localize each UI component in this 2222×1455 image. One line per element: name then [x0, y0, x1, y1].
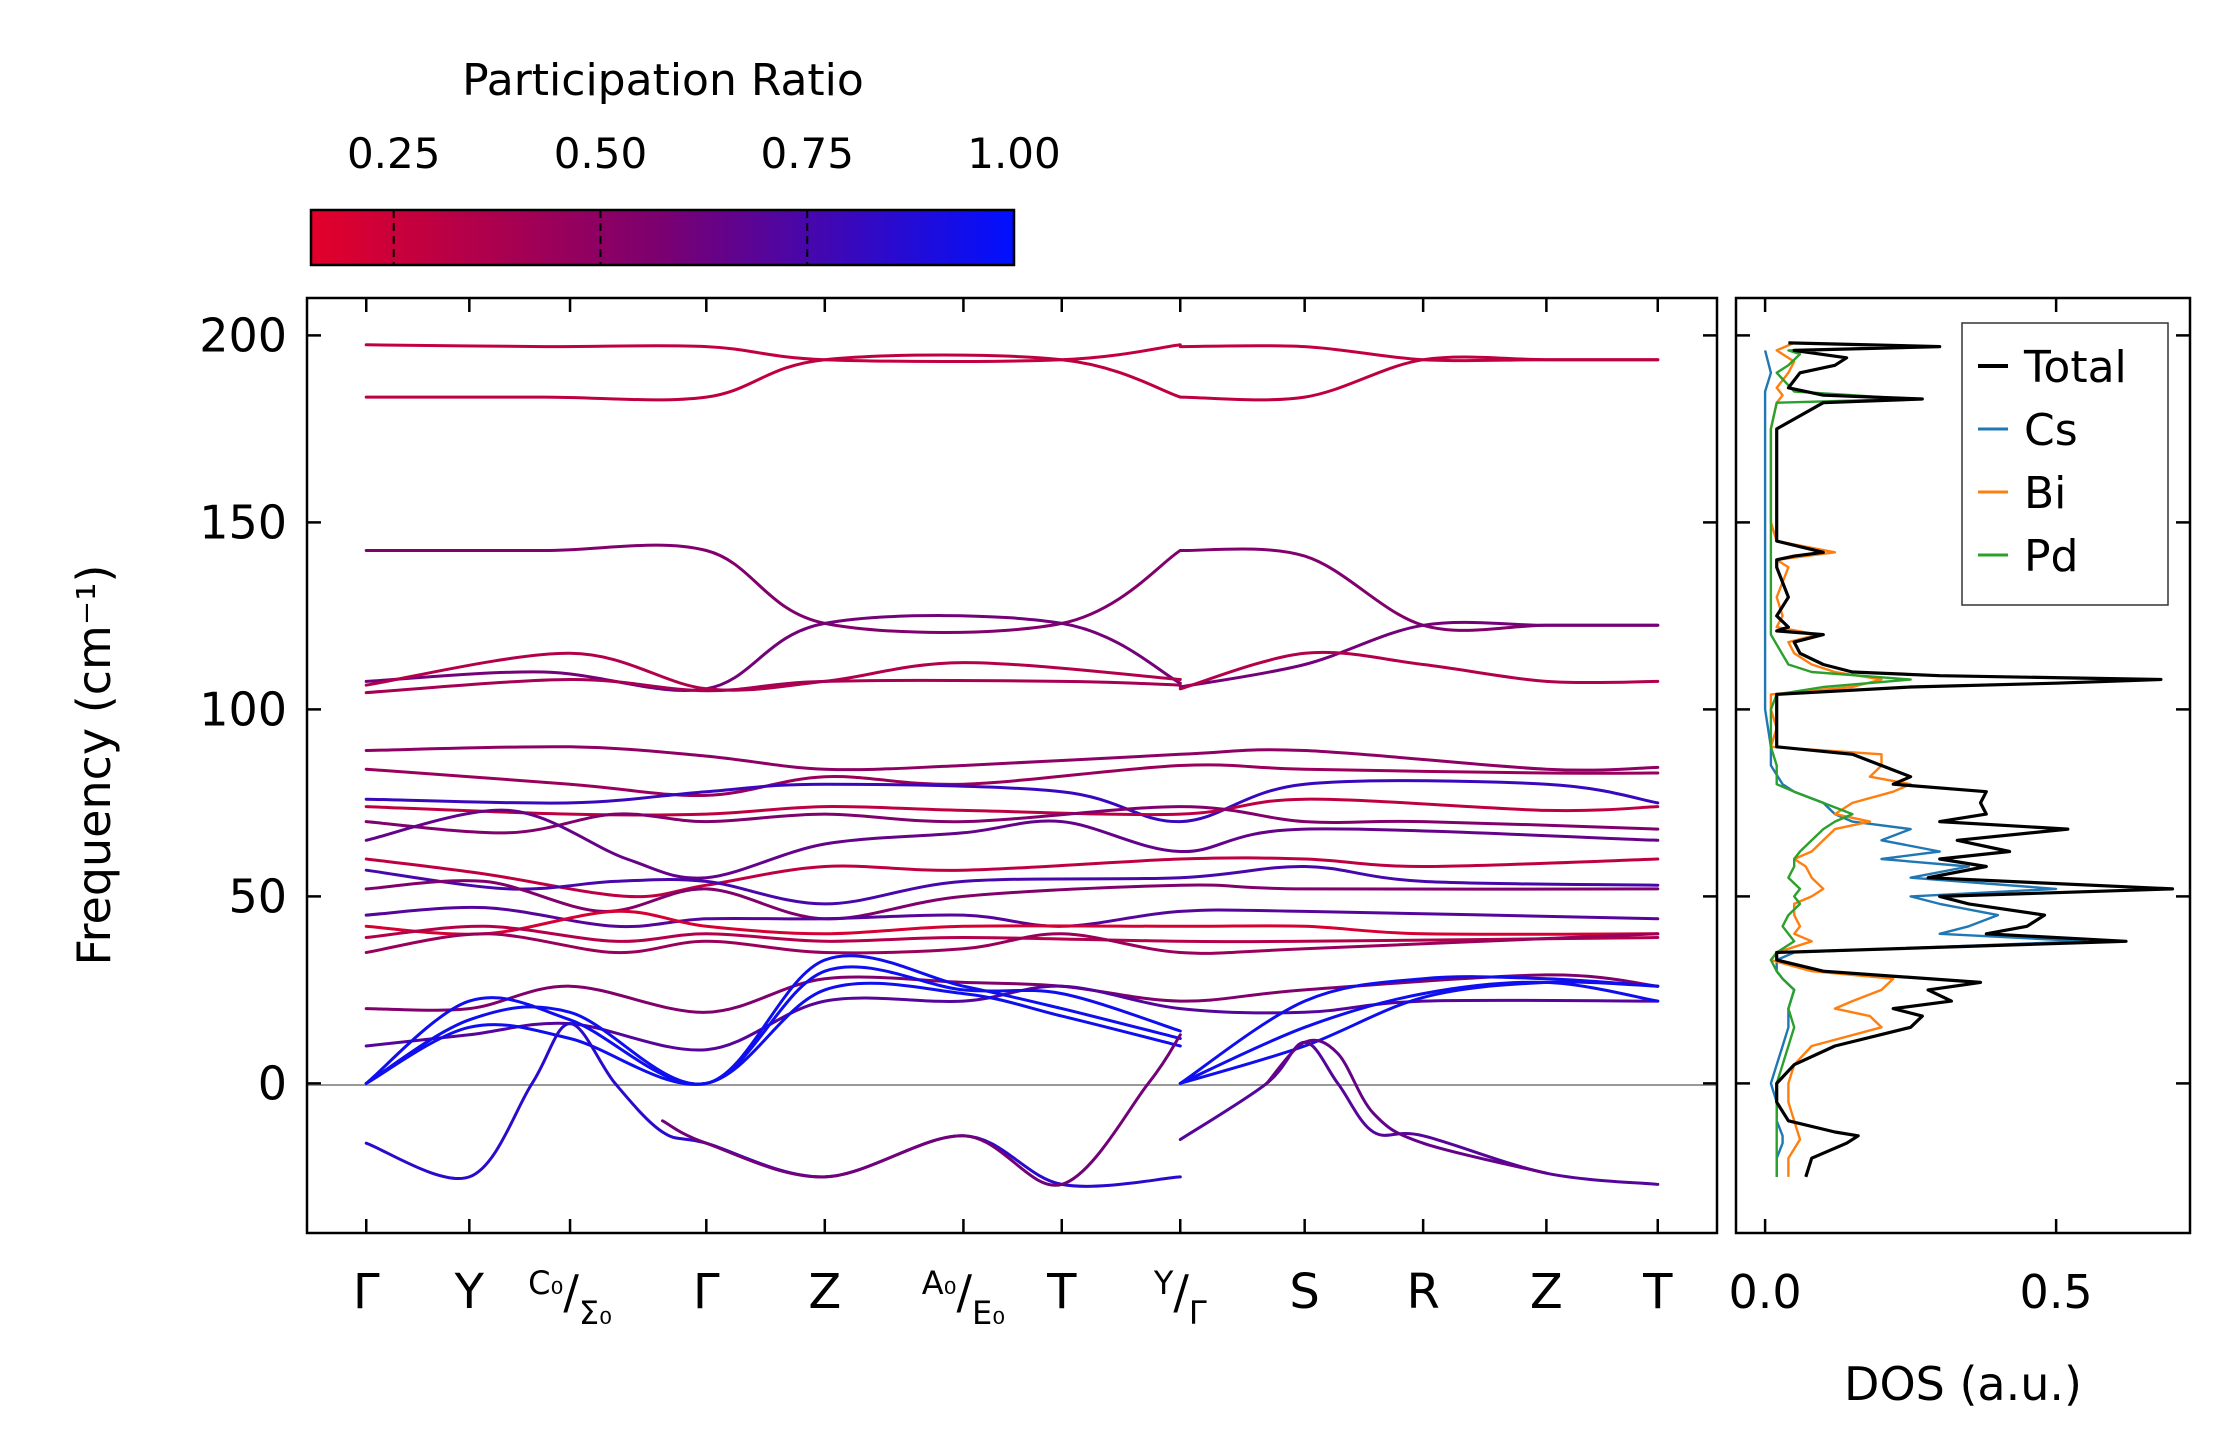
- band-acoustic-2: [364, 954, 1182, 1086]
- dos-lines: [1763, 341, 2175, 1178]
- dos-series-cs: [1763, 350, 2087, 1177]
- legend-label-total: Total: [2023, 342, 2127, 393]
- band-opt-66: [364, 808, 1660, 880]
- band-opt-42: [364, 909, 1660, 936]
- band-mid-optical-2b: [1178, 620, 1660, 689]
- kpoint-label-10: Z: [1530, 1264, 1563, 1320]
- band-ytick-label-200: 200: [199, 308, 287, 362]
- band-high-optical-2: [364, 353, 1182, 402]
- band-mid-optical-1: [364, 543, 1182, 634]
- band-y-ticks: 0 50 100 150 200: [199, 308, 1717, 1110]
- dos-legend: Total Cs Bi Pd: [1961, 322, 2169, 606]
- band-low-opt-27: [364, 973, 1660, 1014]
- colorbar-gradient: [309, 208, 1016, 267]
- dos-ticks: 0.0 0.5: [1729, 298, 2190, 1319]
- band-high-optical-2b: [1178, 355, 1660, 402]
- dos-panel: 0.0 0.5 DOS (a.u.) Total Cs Bi Pd: [1729, 296, 2192, 1411]
- band-band-108-2: [364, 677, 1182, 695]
- band-acoustic-3b: [1178, 980, 1660, 1085]
- kpoint-label-7: Y/Γ: [1153, 1264, 1207, 1332]
- band-structure-panel: 0 50 100 150 200 Γ Y C₀/Σ₀ Γ Z A₀/E₀ T Y/Γ S R Z T Freq…: [67, 296, 1719, 1332]
- band-ytick-label-100: 100: [199, 682, 287, 736]
- band-opt-60: [364, 856, 1660, 899]
- kpoint-label-8: S: [1289, 1264, 1319, 1320]
- band-lines: [364, 343, 1660, 1188]
- kpoint-label-4: Z: [808, 1264, 841, 1320]
- band-mid-optical-2: [364, 614, 1182, 692]
- colorbar-label: Participation Ratio: [462, 55, 864, 106]
- colorbar-tick-label-1: 0.50: [554, 129, 648, 178]
- band-opt-35: [364, 932, 1660, 955]
- band-opt-89: [364, 745, 1660, 772]
- kpoint-label-9: R: [1406, 1264, 1439, 1320]
- band-ytick-label-0: 0: [258, 1056, 287, 1110]
- band-opt-38: [364, 924, 1660, 944]
- kpoint-label-5: A₀/E₀: [922, 1264, 1005, 1332]
- band-soft-mode-2b: [1265, 1038, 1548, 1175]
- band-acoustic-2b: [1178, 980, 1660, 1085]
- kpoint-label-6: T: [1046, 1264, 1077, 1320]
- band-axes-frame: [305, 296, 1719, 1235]
- kpoint-label-2: C₀/Σ₀: [528, 1264, 612, 1332]
- colorbar-tick-label-3: 1.00: [967, 129, 1061, 178]
- kpoint-label-0: Γ: [353, 1264, 380, 1320]
- legend-label-cs: Cs: [2024, 405, 2078, 456]
- dos-series-total: [1775, 341, 2175, 1178]
- band-ytick-label-50: 50: [228, 869, 287, 923]
- dos-xtick-label-1: 0.5: [2020, 1265, 2093, 1319]
- colorbar-ticks: 0.25 0.50 0.75 1.00: [347, 129, 1061, 265]
- kpoint-label-1: Y: [454, 1264, 485, 1320]
- legend-label-bi: Bi: [2024, 468, 2066, 519]
- colorbar: Participation Ratio 0.25 0.50 0.75 1.00: [309, 55, 1061, 267]
- band-kpoint-ticks: Γ Y C₀/Σ₀ Γ Z A₀/E₀ T Y/Γ S R Z T: [353, 298, 1673, 1332]
- band-opt-50: [364, 879, 1660, 921]
- band-acoustic-1: [364, 965, 1182, 1086]
- kpoint-label-3: Γ: [693, 1264, 720, 1320]
- dos-x-axis-label: DOS (a.u.): [1844, 1357, 2082, 1411]
- band-y-axis-label: Frequency (cm⁻¹): [67, 565, 121, 966]
- band-opt-74: [364, 797, 1660, 817]
- band-acoustic-3: [364, 981, 1182, 1086]
- band-ytick-label-150: 150: [199, 495, 287, 549]
- band-band-108-1: [364, 651, 1182, 692]
- colorbar-tick-label-2: 0.75: [760, 129, 854, 178]
- dos-axes-frame: [1734, 296, 2192, 1235]
- band-mid-optical-1b: [1178, 547, 1660, 632]
- band-soft-mode-2: [661, 1033, 1182, 1187]
- dos-series-pd: [1769, 341, 1941, 1177]
- band-opt-55: [364, 864, 1660, 906]
- legend-label-pd: Pd: [2024, 531, 2078, 582]
- band-opt-45: [364, 905, 1660, 929]
- dos-series-bi: [1769, 341, 1912, 1177]
- band-acoustic-1b: [1178, 975, 1660, 1085]
- kpoint-label-11: T: [1642, 1264, 1673, 1320]
- band-opt-84: [364, 763, 1660, 798]
- dos-xtick-label-0: 0.0: [1729, 1265, 1802, 1319]
- legend-box: [1961, 322, 2169, 606]
- band-band-108-3: [1178, 650, 1660, 691]
- colorbar-tick-label-0: 0.25: [347, 129, 441, 178]
- band-opt-78: [364, 779, 1660, 824]
- band-opt-70: [364, 805, 1660, 835]
- band-soft-mode-1: [364, 1022, 1182, 1188]
